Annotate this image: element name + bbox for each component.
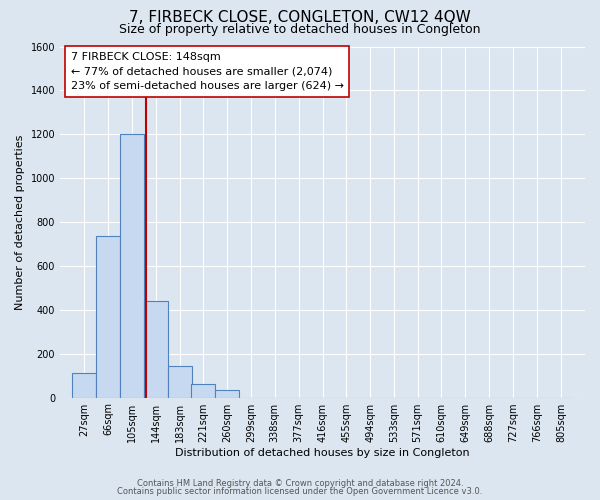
- Text: Size of property relative to detached houses in Congleton: Size of property relative to detached ho…: [119, 22, 481, 36]
- Bar: [120, 134, 144, 398]
- Text: Contains HM Land Registry data © Crown copyright and database right 2024.: Contains HM Land Registry data © Crown c…: [137, 478, 463, 488]
- Text: 7 FIRBECK CLOSE: 148sqm
← 77% of detached houses are smaller (2,074)
23% of semi: 7 FIRBECK CLOSE: 148sqm ← 77% of detache…: [71, 52, 344, 92]
- Bar: [215, 390, 239, 398]
- Text: Contains public sector information licensed under the Open Government Licence v3: Contains public sector information licen…: [118, 487, 482, 496]
- Bar: [96, 236, 120, 398]
- Bar: [191, 384, 215, 398]
- Bar: [167, 366, 191, 398]
- Bar: [72, 374, 96, 398]
- Bar: [144, 301, 167, 398]
- Y-axis label: Number of detached properties: Number of detached properties: [15, 134, 25, 310]
- X-axis label: Distribution of detached houses by size in Congleton: Distribution of detached houses by size …: [175, 448, 470, 458]
- Text: 7, FIRBECK CLOSE, CONGLETON, CW12 4QW: 7, FIRBECK CLOSE, CONGLETON, CW12 4QW: [129, 10, 471, 25]
